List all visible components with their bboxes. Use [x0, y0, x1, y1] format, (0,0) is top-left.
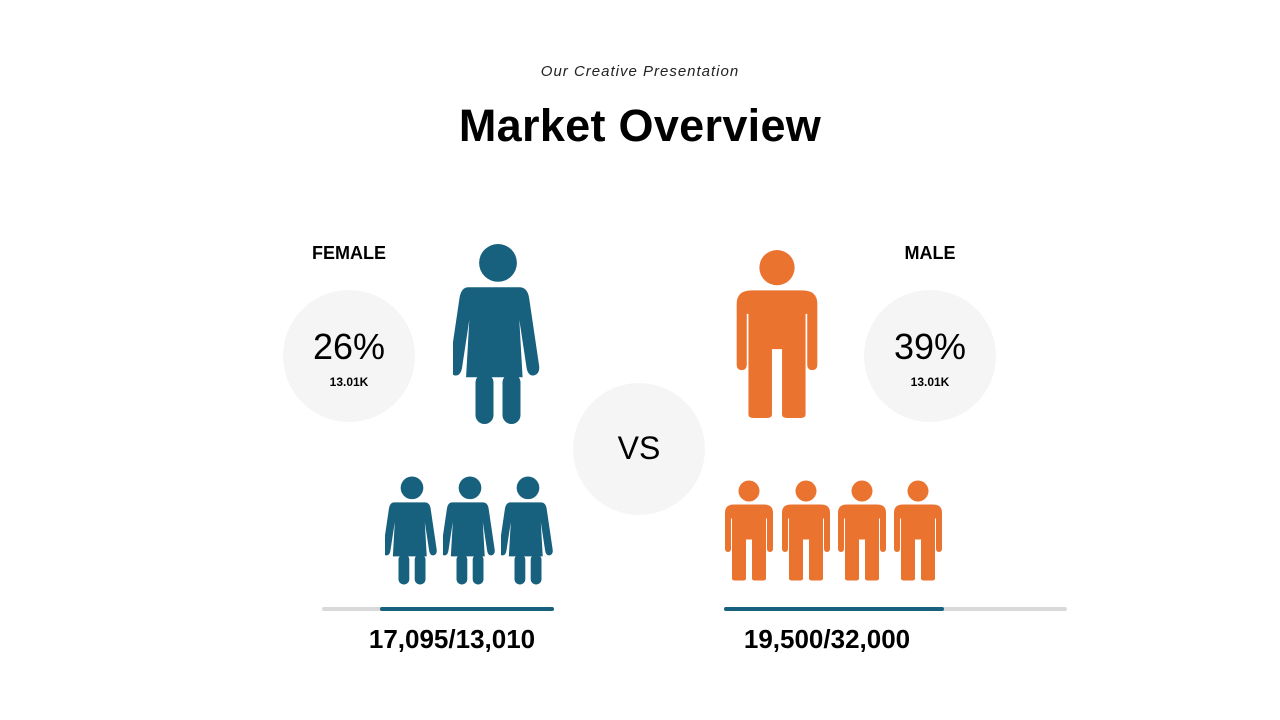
female-count: 17,095/13,010 — [368, 624, 536, 654]
male-figure-icon — [838, 480, 886, 581]
female-progress-bar — [322, 607, 554, 611]
male-figure-icon — [736, 250, 818, 418]
male-progress-fill — [724, 607, 944, 611]
female-percent: 26% — [312, 326, 386, 367]
male-sub-value: 13.01K — [910, 375, 950, 389]
male-progress-bar — [724, 607, 1067, 611]
page-subtitle: Our Creative Presentation — [540, 63, 740, 80]
male-figure-icon — [782, 480, 830, 581]
male-label: MALE — [904, 243, 956, 263]
female-figure-icon — [385, 476, 437, 585]
female-label: FEMALE — [312, 243, 386, 263]
male-icon-group — [724, 472, 946, 590]
male-figure-icon — [894, 480, 942, 581]
male-stat-circle: 39% 13.01K — [864, 290, 996, 422]
male-percent: 39% — [893, 326, 967, 367]
page-title: Market Overview — [458, 100, 822, 151]
vs-circle: VS — [573, 383, 705, 515]
female-figure-icon — [453, 244, 540, 424]
female-figure-icon — [501, 476, 553, 585]
male-count: 19,500/32,000 — [743, 624, 911, 654]
female-icon-group — [385, 472, 557, 590]
female-sub-value: 13.01K — [329, 375, 369, 389]
male-figure-icon — [725, 480, 773, 581]
female-stat-circle: 26% 13.01K — [283, 290, 415, 422]
vs-label: VS — [617, 430, 661, 466]
female-figure-icon — [443, 476, 495, 585]
female-progress-fill — [380, 607, 554, 611]
